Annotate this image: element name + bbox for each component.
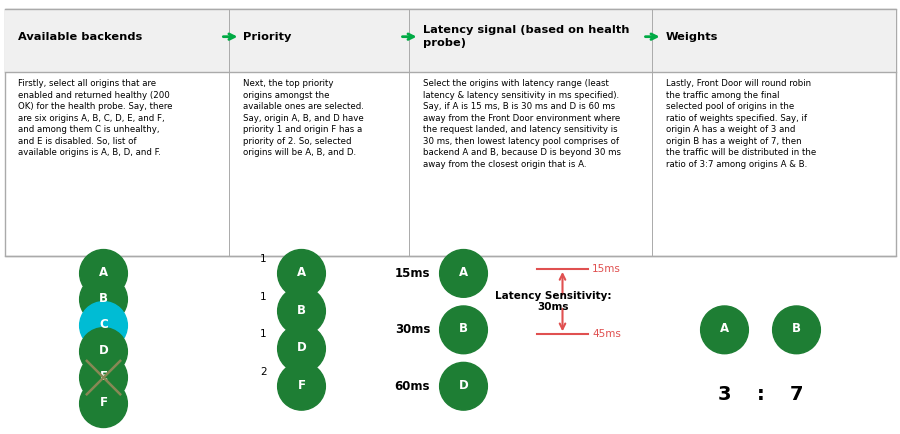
Text: B: B: [297, 304, 306, 317]
Text: 45ms: 45ms: [592, 329, 621, 339]
Text: Available backends: Available backends: [18, 32, 142, 42]
Text: Priority: Priority: [243, 32, 292, 42]
Text: 2: 2: [260, 367, 266, 377]
Text: 3: 3: [718, 385, 731, 404]
Text: 1: 1: [260, 292, 266, 302]
Text: Latency signal (based on health
probe): Latency signal (based on health probe): [423, 26, 629, 48]
Text: Latency Sensitivity:
30ms: Latency Sensitivity: 30ms: [495, 291, 612, 312]
Ellipse shape: [439, 362, 488, 410]
Text: F: F: [298, 379, 305, 392]
Ellipse shape: [700, 306, 749, 354]
Ellipse shape: [439, 250, 488, 297]
Text: A: A: [720, 322, 729, 335]
FancyBboxPatch shape: [4, 9, 896, 256]
Text: F: F: [100, 396, 107, 409]
Ellipse shape: [79, 328, 128, 375]
FancyBboxPatch shape: [4, 9, 896, 72]
Text: 60ms: 60ms: [395, 380, 430, 393]
Ellipse shape: [277, 287, 326, 335]
Ellipse shape: [277, 362, 326, 410]
Text: Firstly, select all origins that are
enabled and returned healthy (200
OK) for t: Firstly, select all origins that are ena…: [18, 79, 173, 157]
Text: 15ms: 15ms: [395, 267, 430, 280]
Text: C: C: [99, 318, 108, 331]
Ellipse shape: [277, 325, 326, 372]
Text: 15ms: 15ms: [592, 264, 621, 274]
Text: D: D: [99, 344, 108, 357]
Ellipse shape: [79, 250, 128, 297]
Text: Weights: Weights: [666, 32, 718, 42]
Ellipse shape: [79, 380, 128, 427]
Text: 1: 1: [260, 329, 266, 339]
Text: A: A: [459, 266, 468, 279]
Text: E: E: [100, 370, 107, 383]
Text: Lastly, Front Door will round robin
the traffic among the final
selected pool of: Lastly, Front Door will round robin the …: [666, 79, 816, 168]
Text: Next, the top priority
origins amongst the
available ones are selected.
Say, ori: Next, the top priority origins amongst t…: [243, 79, 364, 157]
Text: D: D: [459, 379, 468, 392]
Text: :: :: [757, 385, 764, 404]
Text: A: A: [297, 266, 306, 279]
Text: B: B: [792, 322, 801, 335]
Ellipse shape: [79, 354, 128, 401]
Text: Select the origins with latency range (least
latency & latency sensitivity in ms: Select the origins with latency range (l…: [423, 79, 621, 168]
Text: B: B: [459, 322, 468, 335]
Text: A: A: [99, 266, 108, 279]
Ellipse shape: [439, 306, 488, 354]
Text: B: B: [99, 292, 108, 305]
Text: 30ms: 30ms: [395, 323, 430, 336]
Text: 7: 7: [790, 385, 803, 404]
Ellipse shape: [772, 306, 821, 354]
Text: 1: 1: [260, 254, 266, 264]
Ellipse shape: [79, 276, 128, 323]
Text: D: D: [297, 341, 306, 354]
Ellipse shape: [277, 250, 326, 297]
Ellipse shape: [79, 302, 128, 349]
